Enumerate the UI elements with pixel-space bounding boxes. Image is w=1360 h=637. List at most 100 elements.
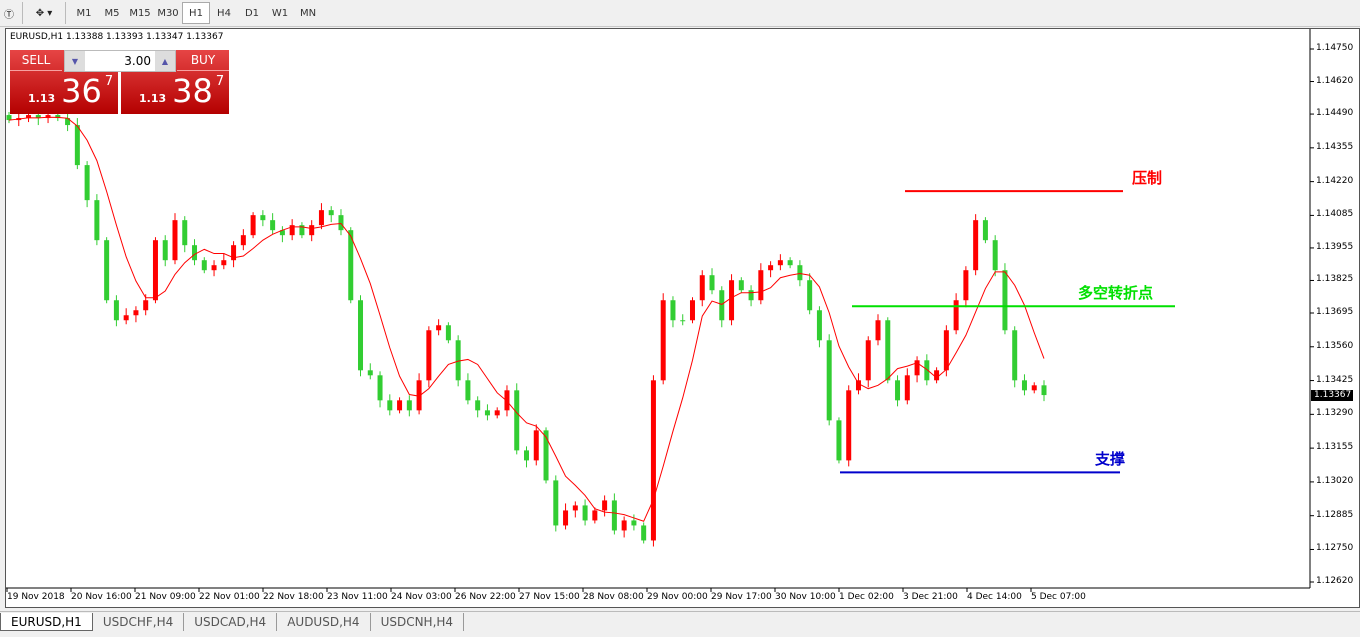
timeframe-m15[interactable]: M15 [129,7,151,19]
bearish-candle [367,370,373,376]
price-tick-label: 1.14220 [1316,175,1354,186]
bearish-candle [1021,380,1027,391]
price-tick-label: 1.13020 [1316,475,1354,486]
text-tool-icon[interactable]: Ⓣ [4,9,14,21]
bearish-candle [709,275,715,291]
time-tick-label: 29 Nov 17:00 [711,592,772,602]
lot-input[interactable]: 3.00 [124,54,151,68]
lot-decrease-button[interactable]: ▼ [65,51,85,71]
timeframe-d1[interactable]: D1 [244,7,260,19]
timeframe-w1[interactable]: W1 [271,7,289,19]
timeframe-m1[interactable]: M1 [76,7,92,19]
bearish-candle [826,340,832,421]
sell-label: SELL [10,53,62,71]
bearish-candle [338,215,344,231]
bullish-candle [211,265,217,271]
timeframe-m5[interactable]: M5 [104,7,120,19]
bullish-candle [768,265,774,271]
level-label: 支撑 [1095,450,1126,469]
bearish-candle [680,320,686,322]
timeframe-h1[interactable]: H1 [182,2,210,24]
bullish-candle [231,245,237,261]
bearish-candle [924,360,930,381]
chart-tabs: EURUSD,H1 USDCHF,H4 USDCAD,H4 AUDUSD,H4 USDC… [0,611,1360,637]
price-tick-label: 1.13425 [1316,374,1354,385]
bullish-candle [143,300,149,311]
bullish-candle [699,275,705,301]
bearish-candle [445,325,451,341]
bullish-candle [26,115,32,119]
level-label: 压制 [1132,169,1163,188]
bullish-candle [953,300,959,331]
bullish-candle [533,430,539,461]
bullish-candle [729,280,735,321]
bearish-candle [748,290,754,301]
bullish-candle [963,270,969,301]
time-tick-label: 28 Nov 08:00 [583,592,644,602]
bearish-candle [611,500,617,531]
lot-increase-button[interactable]: ▲ [155,51,175,71]
buy-button[interactable]: BUY 1.13 38 7 [121,50,229,114]
bullish-candle [416,380,422,411]
bearish-candle [35,115,41,119]
bearish-candle [543,430,549,481]
time-tick-label: 22 Nov 18:00 [263,592,324,602]
time-tick-label: 4 Dec 14:00 [967,592,1022,602]
bullish-candle [602,500,608,511]
bullish-candle [318,210,324,226]
bullish-candle [934,370,940,381]
divider [65,2,66,24]
chart-title: EURUSD,H1 1.13388 1.13393 1.13347 1.1336… [10,32,224,42]
bearish-candle [738,280,744,291]
price-tick-label: 1.14620 [1316,75,1354,86]
bullish-candle [133,310,139,316]
bullish-candle [846,390,852,461]
bullish-candle [660,300,666,381]
bearish-candle [192,245,198,261]
bearish-candle [836,420,842,461]
bullish-candle [650,380,656,541]
price-tick-label: 1.14490 [1316,108,1354,119]
bullish-candle [592,510,598,521]
chart-tab[interactable]: USDCHF,H4 [93,613,185,631]
objects-dropdown-icon[interactable]: ✥ ▾ [35,7,53,19]
timeframe-h4[interactable]: H4 [217,7,231,19]
bearish-candle [787,260,793,266]
time-tick-label: 1 Dec 02:00 [839,592,894,602]
bullish-candle [865,340,871,381]
chart-tab[interactable]: USDCNH,H4 [371,613,465,631]
bullish-candle [777,260,783,266]
bearish-candle [475,400,481,411]
bearish-candle [641,525,647,541]
bullish-candle [563,510,569,526]
chart-tab[interactable]: USDCAD,H4 [184,613,278,631]
time-tick-label: 20 Nov 16:00 [71,592,132,602]
bearish-candle [299,225,305,236]
chart-tab[interactable]: AUDUSD,H4 [277,613,371,631]
bullish-candle [943,330,949,371]
bearish-candle [631,520,637,526]
bullish-candle [621,520,627,531]
level-label: 多空转折点 [1078,284,1154,303]
timeframe-mn[interactable]: MN [299,7,317,19]
price-tick-label: 1.14085 [1316,209,1354,220]
bullish-candle [494,410,500,416]
sell-price-prefix: 1.13 [28,92,56,105]
sell-price-big: 36 [61,72,102,110]
bullish-candle [758,270,764,301]
price-tick-label: 1.13560 [1316,340,1354,351]
timeframe-m30[interactable]: M30 [157,7,179,19]
bearish-candle [279,230,285,236]
bearish-candle [895,380,901,401]
bullish-candle [855,380,861,391]
bearish-candle [377,375,383,401]
bearish-candle [553,480,559,526]
bullish-candle [973,220,979,271]
moving-average-line [8,116,1045,522]
bullish-candle [152,240,158,301]
price-tick-label: 1.14750 [1316,43,1354,53]
price-tick-label: 1.13825 [1316,274,1354,285]
bearish-candle [201,260,207,271]
chart-tab[interactable]: EURUSD,H1 [0,613,93,631]
bearish-candle [358,300,364,371]
